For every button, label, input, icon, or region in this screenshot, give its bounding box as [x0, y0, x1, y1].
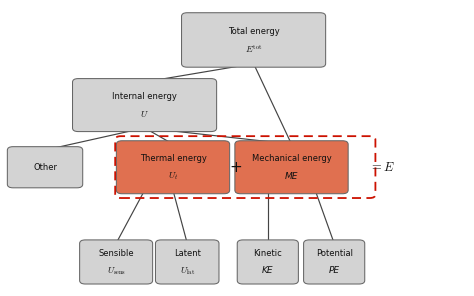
- Text: Internal energy: Internal energy: [112, 92, 177, 101]
- FancyBboxPatch shape: [80, 240, 153, 284]
- Text: Potential: Potential: [316, 249, 353, 258]
- Text: PE: PE: [328, 266, 340, 275]
- Text: Thermal energy: Thermal energy: [139, 155, 207, 163]
- Text: Latent: Latent: [174, 249, 201, 258]
- Text: Total energy: Total energy: [228, 27, 280, 36]
- Text: $U$: $U$: [140, 109, 149, 119]
- Text: $U_t$: $U_t$: [168, 170, 178, 182]
- Text: Kinetic: Kinetic: [254, 249, 282, 258]
- FancyBboxPatch shape: [182, 13, 326, 67]
- FancyBboxPatch shape: [73, 79, 217, 131]
- Text: $U_\mathrm{sens}$: $U_\mathrm{sens}$: [107, 265, 126, 276]
- FancyBboxPatch shape: [303, 240, 365, 284]
- Text: +: +: [230, 160, 242, 175]
- FancyBboxPatch shape: [117, 141, 229, 194]
- Text: Other: Other: [33, 163, 57, 172]
- Text: $= E$: $= E$: [369, 161, 394, 174]
- FancyBboxPatch shape: [237, 240, 299, 284]
- FancyBboxPatch shape: [235, 141, 348, 194]
- Text: ME: ME: [285, 172, 298, 181]
- FancyBboxPatch shape: [7, 147, 82, 188]
- Text: Sensible: Sensible: [98, 249, 134, 258]
- Text: KE: KE: [262, 266, 273, 275]
- FancyBboxPatch shape: [155, 240, 219, 284]
- Text: Mechanical energy: Mechanical energy: [252, 155, 331, 163]
- Text: $E^\mathrm{tot}$: $E^\mathrm{tot}$: [245, 43, 262, 55]
- Text: $U_\mathrm{lat}$: $U_\mathrm{lat}$: [180, 265, 195, 276]
